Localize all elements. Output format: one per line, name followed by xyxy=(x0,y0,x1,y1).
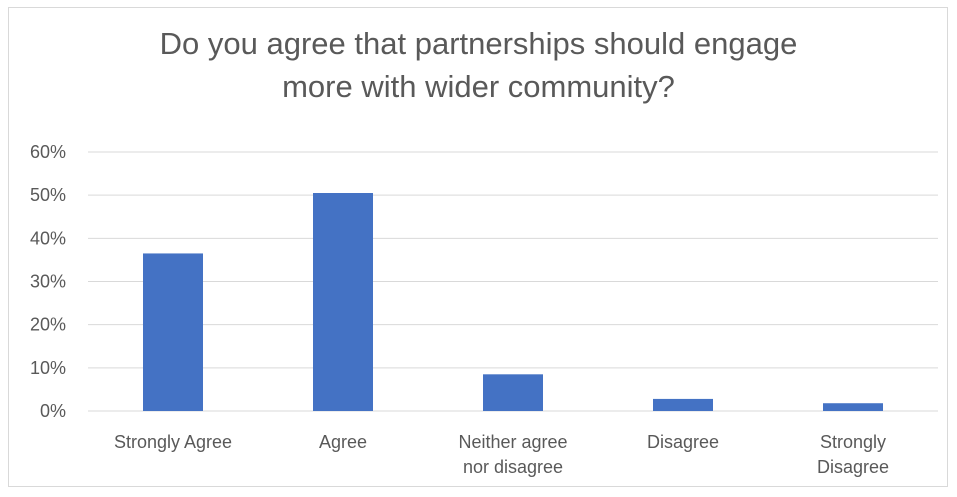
bar xyxy=(823,403,883,411)
y-tick-label: 60% xyxy=(30,142,66,162)
gridlines xyxy=(88,151,938,412)
bar xyxy=(143,253,203,411)
x-category-label: nor disagree xyxy=(463,457,563,477)
y-tick-label: 0% xyxy=(40,401,66,421)
bar xyxy=(313,193,373,411)
y-tick-label: 40% xyxy=(30,228,66,248)
x-category-label: Disagree xyxy=(817,457,889,477)
bars xyxy=(143,193,883,411)
x-category-label: Strongly Agree xyxy=(114,432,232,452)
y-tick-label: 10% xyxy=(30,358,66,378)
y-axis-tick-labels: 0% 10% 20% 30% 40% 50% 60% xyxy=(30,142,66,421)
x-axis-category-labels: Strongly Agree Agree Neither agree nor disa… xyxy=(114,432,889,477)
y-tick-label: 30% xyxy=(30,272,66,292)
x-category-label: Strongly xyxy=(820,432,886,452)
x-category-label: Disagree xyxy=(647,432,719,452)
bar xyxy=(653,398,713,411)
chart-title: Do you agree that partnerships should en… xyxy=(159,26,798,104)
x-category-label: Agree xyxy=(319,432,367,452)
y-tick-label: 20% xyxy=(30,315,66,335)
y-tick-label: 50% xyxy=(30,185,66,205)
x-category-label: Neither agree xyxy=(458,432,567,452)
bar xyxy=(483,374,543,411)
